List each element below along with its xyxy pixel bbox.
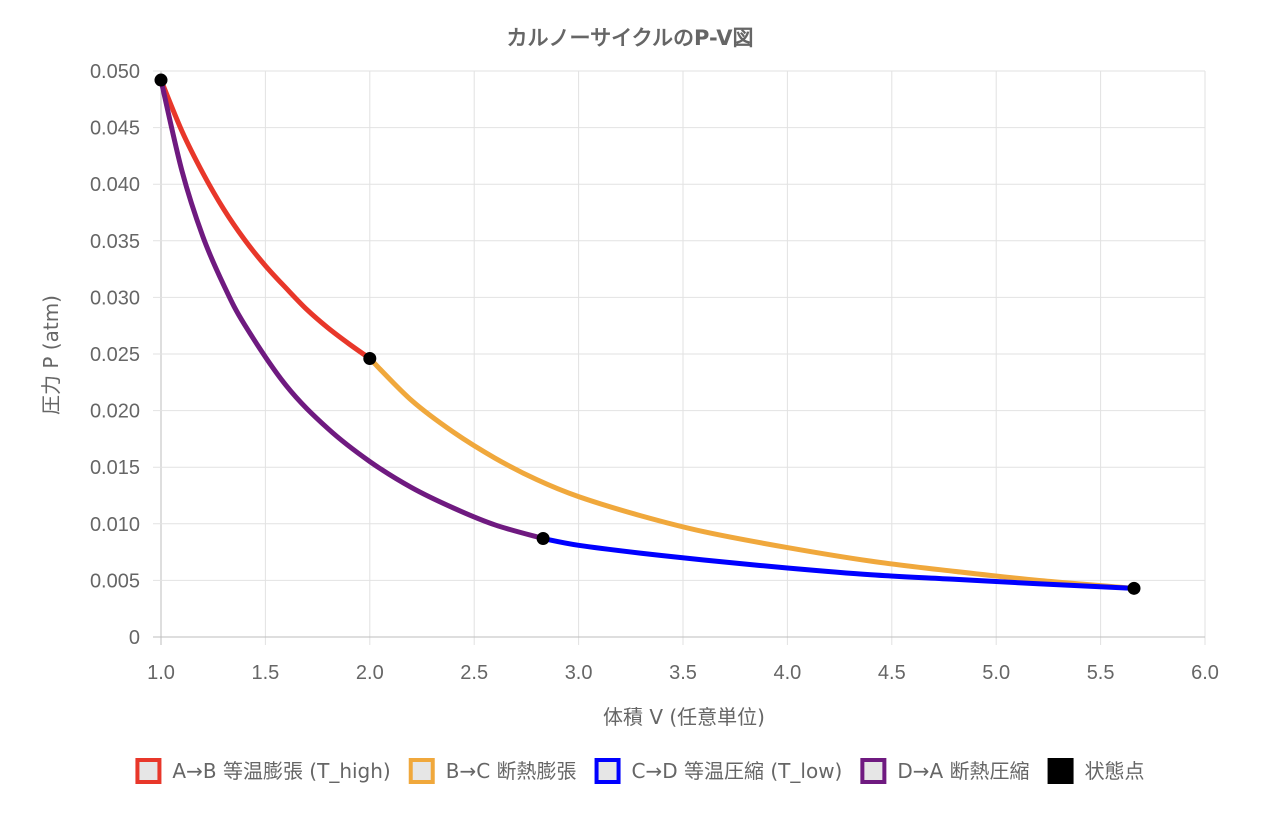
x-tick-label: 2.0 — [356, 662, 384, 684]
legend-label: A→B 等温膨張 (T_high) — [172, 759, 390, 783]
y-tick-label: 0.005 — [90, 570, 140, 592]
y-tick-label: 0.030 — [90, 287, 140, 309]
legend-item[interactable]: B→C 断熱膨張 — [408, 758, 577, 784]
y-tick-label: 0.015 — [90, 457, 140, 479]
x-axis-title: 体積 V (任意単位) — [603, 705, 765, 729]
x-tick-label: 3.5 — [669, 662, 697, 684]
x-tick-label: 1.0 — [147, 662, 175, 684]
y-tick-label: 0.050 — [90, 61, 140, 83]
x-tick-label: 2.5 — [460, 662, 488, 684]
legend-swatch — [1047, 758, 1074, 784]
legend-swatch — [860, 758, 887, 784]
legend-label: D→A 断熱圧縮 — [897, 759, 1029, 783]
isothermal-expansion-line — [158, 77, 373, 362]
y-tick-label: 0.010 — [90, 514, 140, 536]
x-tick-label: 4.0 — [773, 662, 801, 684]
x-tick-label: 5.0 — [982, 662, 1010, 684]
legend: A→B 等温膨張 (T_high) B→C 断熱膨張 C→D 等温圧縮 (T_low… — [135, 758, 1145, 784]
legend-item[interactable]: 状態点 — [1047, 758, 1145, 784]
isothermal-compression-line — [540, 536, 1137, 591]
x-tick-label: 1.5 — [251, 662, 279, 684]
y-tick-label: 0.025 — [90, 344, 140, 366]
y-tick-label: 0.045 — [90, 118, 140, 140]
state-point — [363, 352, 377, 366]
legend-label: B→C 断熱膨張 — [446, 759, 577, 783]
x-tick-label: 3.0 — [565, 662, 593, 684]
y-tick-label: 0 — [129, 627, 140, 649]
state-point — [1127, 581, 1141, 595]
state-point — [536, 532, 550, 546]
y-tick-label: 0.035 — [90, 231, 140, 253]
legend-label: C→D 等温圧縮 (T_low) — [632, 759, 843, 783]
x-tick-label: 6.0 — [1191, 662, 1219, 684]
x-tick-label: 5.5 — [1087, 662, 1115, 684]
legend-swatch — [408, 758, 435, 784]
chart-title: カルノーサイクルのP-V図 — [507, 26, 754, 50]
y-axis-title: 圧力 P (atm) — [39, 295, 63, 415]
legend-item[interactable]: C→D 等温圧縮 (T_low) — [594, 758, 843, 784]
legend-label: 状態点 — [1085, 759, 1145, 783]
legend-swatch — [594, 758, 621, 784]
legend-swatch — [135, 758, 162, 784]
x-axis-ticks: 1.0 1.5 2.0 2.5 3.0 3.5 4.0 4.5 5.0 5.5 6.0 — [147, 662, 1219, 684]
legend-item[interactable]: D→A 断熱圧縮 — [860, 758, 1030, 784]
y-tick-label: 0.020 — [90, 401, 140, 423]
adiabatic-compression-line — [158, 77, 546, 542]
series-lines — [158, 77, 1137, 591]
state-point — [154, 73, 168, 87]
x-tick-label: 4.5 — [878, 662, 906, 684]
y-axis-ticks: 0 0.005 0.010 0.015 0.020 0.025 0.030 0.035 0.04… — [90, 61, 140, 649]
y-tick-label: 0.040 — [90, 174, 140, 196]
legend-item[interactable]: A→B 等温膨張 (T_high) — [135, 758, 391, 784]
adiabatic-expansion-line — [367, 356, 1137, 591]
state-points — [154, 73, 1141, 595]
